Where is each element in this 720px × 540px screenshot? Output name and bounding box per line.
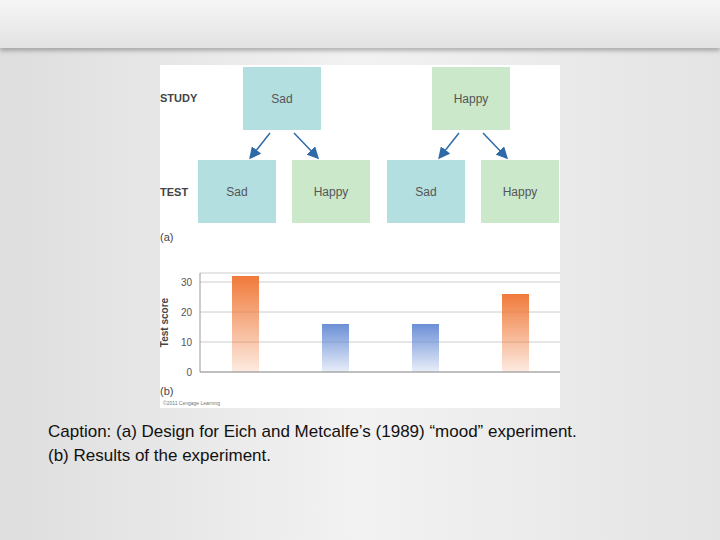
html-text:Happy: Happy	[453, 91, 489, 106]
html-text:STUDY: STUDY	[160, 92, 198, 104]
svg-text:30: 30	[181, 277, 193, 288]
html-text:(b) Results of the experiment.: (b) Results of the experiment.	[48, 446, 271, 465]
html-text:Happy: Happy	[313, 184, 349, 199]
html-text:Sad: Sad	[415, 184, 437, 199]
svg-text:20: 20	[181, 307, 193, 318]
html-text:©2011 Cengage Learning: ©2011 Cengage Learning	[163, 400, 220, 406]
svg-text:0: 0	[186, 367, 192, 378]
svg-text:10: 10	[181, 337, 193, 348]
html-text:Caption: (a) Design for Eich a: Caption: (a) Design for Eich and Metcalf…	[48, 422, 577, 441]
html-text:Sad: Sad	[271, 91, 293, 106]
html-text:(b): (b)	[160, 385, 174, 397]
html-text:Happy: Happy	[502, 184, 538, 199]
html-text:TEST: TEST	[160, 186, 189, 198]
html-text:(a): (a)	[160, 231, 174, 243]
html-text:Sad: Sad	[226, 184, 248, 199]
svg-text:Test score: Test score	[160, 297, 170, 347]
